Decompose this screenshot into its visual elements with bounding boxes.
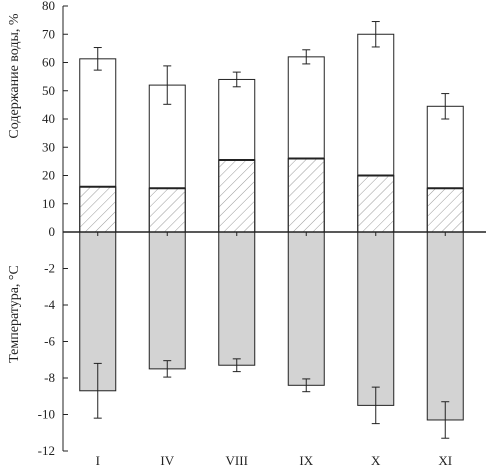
bar-x-hatched-segment: [357, 175, 395, 233]
lower-y-tick-label: -4: [44, 297, 55, 312]
upper-y-tick-label: 70: [42, 26, 55, 41]
upper-y-tick-label: 20: [42, 168, 55, 183]
x-tick-label-xi: XI: [438, 453, 452, 468]
lower-y-tick-label: -12: [38, 443, 55, 458]
upper-y-tick-label: 10: [42, 196, 55, 211]
upper-y-axis-title: Содержание воды, %: [7, 13, 22, 138]
bar-xi-temperature: [426, 231, 464, 421]
lower-y-tick-label: -10: [38, 407, 55, 422]
bar-ix-temperature: [287, 231, 325, 386]
upper-y-tick-label: 40: [42, 111, 55, 126]
lower-y-tick-label: -2: [44, 261, 55, 276]
bar-x-temperature: [357, 231, 395, 406]
x-tick-label-i: I: [96, 453, 100, 468]
lower-y-tick-label: -8: [44, 370, 55, 385]
upper-y-tick-label: 50: [42, 83, 55, 98]
upper-y-tick-label: 60: [42, 55, 55, 70]
bar-iv-hatched-segment: [148, 187, 186, 233]
x-tick-label-iv: IV: [160, 453, 174, 468]
bar-viii-temperature: [218, 231, 256, 366]
lower-y-tick-label: -6: [44, 334, 55, 349]
x-tick-label-ix: IX: [299, 453, 313, 468]
bar-ix-hatched-segment: [287, 158, 325, 233]
upper-y-tick-label: 30: [42, 139, 55, 154]
bar-xi-hatched-segment: [426, 187, 464, 233]
bar-iv-temperature: [148, 231, 186, 370]
x-tick-label-x: X: [371, 453, 381, 468]
x-tick-label-viii: VIII: [226, 453, 248, 468]
upper-y-tick-label: 0: [49, 224, 56, 239]
upper-y-tick-label: 80: [42, 0, 55, 13]
bar-viii-hatched-segment: [218, 159, 256, 233]
bar-i-hatched-segment: [79, 186, 117, 233]
lower-y-axis-title: Температура, °C: [7, 265, 22, 363]
